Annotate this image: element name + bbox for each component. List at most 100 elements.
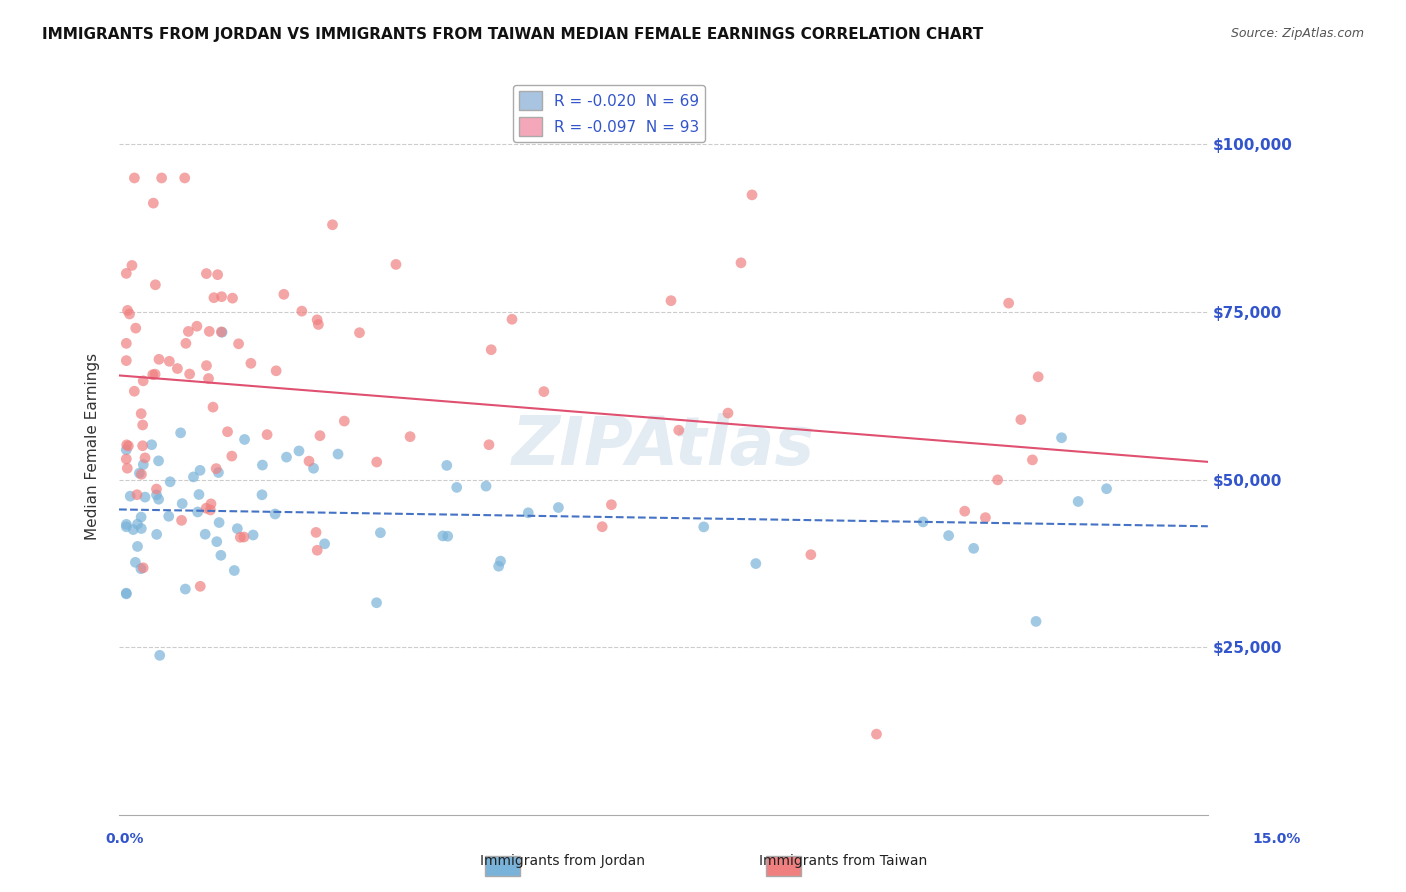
Point — [305, 525, 328, 540]
Point — [115, 353, 138, 368]
Point — [273, 287, 295, 301]
Point — [197, 371, 219, 385]
Point — [307, 543, 329, 558]
Point — [488, 559, 510, 574]
Point — [187, 505, 209, 519]
Point — [446, 480, 468, 494]
Point — [115, 517, 138, 532]
Point — [115, 336, 138, 351]
Point — [117, 461, 139, 475]
Point — [179, 367, 201, 381]
Point — [309, 428, 332, 442]
Point — [194, 527, 217, 541]
Point — [1021, 453, 1043, 467]
Point — [174, 336, 197, 351]
Point — [349, 326, 371, 340]
Point — [202, 291, 225, 305]
Point — [141, 438, 163, 452]
Point — [157, 509, 180, 524]
Point — [131, 522, 153, 536]
Point — [195, 359, 218, 373]
Point — [865, 727, 887, 741]
Point — [149, 648, 172, 663]
Point — [115, 438, 138, 452]
Point — [1067, 494, 1090, 508]
Point — [159, 475, 181, 489]
Point — [333, 414, 356, 428]
Point — [124, 171, 146, 186]
Point — [693, 520, 716, 534]
Point — [195, 501, 218, 516]
Point — [143, 367, 166, 381]
Point — [224, 564, 246, 578]
Point — [122, 523, 145, 537]
Point — [370, 525, 392, 540]
Point — [207, 466, 229, 480]
Point — [745, 557, 768, 571]
Point — [962, 541, 984, 556]
Point — [211, 290, 233, 304]
Point — [166, 361, 188, 376]
Point — [208, 516, 231, 530]
Point — [432, 529, 454, 543]
Text: Immigrants from Jordan: Immigrants from Jordan — [479, 855, 645, 868]
Point — [127, 517, 149, 532]
Point — [228, 336, 250, 351]
Point — [211, 325, 233, 339]
Point — [131, 439, 153, 453]
Point — [478, 438, 501, 452]
Point — [177, 325, 200, 339]
Text: 0.0%: 0.0% — [105, 832, 143, 846]
Text: ZIPAtlas: ZIPAtlas — [512, 413, 815, 479]
Text: 15.0%: 15.0% — [1253, 832, 1301, 846]
Point — [668, 423, 690, 437]
Point — [188, 463, 211, 477]
Point — [129, 561, 152, 575]
Point — [291, 304, 314, 318]
Point — [366, 455, 388, 469]
Point — [479, 343, 502, 357]
Point — [145, 488, 167, 502]
Point — [436, 529, 458, 543]
Point — [233, 530, 256, 544]
Point — [205, 534, 228, 549]
Point — [314, 537, 336, 551]
Point — [264, 364, 287, 378]
Point — [170, 513, 193, 527]
Point — [124, 384, 146, 399]
Point — [1026, 369, 1049, 384]
Point — [730, 256, 752, 270]
Point — [912, 515, 935, 529]
Point — [659, 293, 682, 308]
Point — [198, 325, 221, 339]
Point — [142, 196, 165, 211]
Point — [209, 325, 232, 339]
Point — [436, 458, 458, 473]
Point — [717, 406, 740, 420]
Point — [117, 439, 139, 453]
Point — [129, 510, 152, 524]
Point — [209, 549, 232, 563]
Point — [132, 458, 155, 472]
Point — [974, 510, 997, 524]
Point — [207, 268, 229, 282]
Point — [800, 548, 823, 562]
Point — [233, 433, 256, 447]
Point — [741, 187, 763, 202]
Point — [132, 374, 155, 388]
Point — [366, 596, 388, 610]
Point — [125, 321, 148, 335]
Point — [131, 417, 153, 432]
Point — [132, 561, 155, 575]
Point — [129, 407, 152, 421]
Text: Source: ZipAtlas.com: Source: ZipAtlas.com — [1230, 27, 1364, 40]
Point — [200, 503, 222, 517]
Point — [256, 427, 278, 442]
Y-axis label: Median Female Earnings: Median Female Earnings — [86, 352, 100, 540]
Point — [134, 490, 156, 504]
Point — [205, 461, 228, 475]
Point — [172, 497, 194, 511]
Point — [134, 450, 156, 465]
Point — [188, 487, 211, 501]
Point — [200, 497, 222, 511]
